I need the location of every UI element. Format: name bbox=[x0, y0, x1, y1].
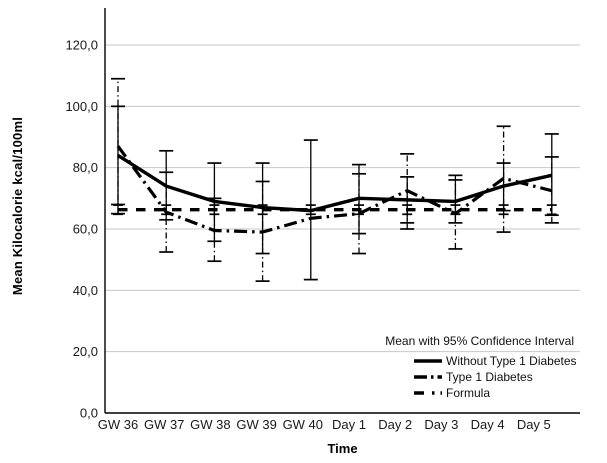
x-tick-label: Day 5 bbox=[517, 417, 551, 432]
x-tick-label: Day 2 bbox=[378, 417, 412, 432]
y-tick-label: 60,0 bbox=[73, 222, 98, 237]
x-tick-label: Day 1 bbox=[332, 417, 366, 432]
legend-item-type1-diabetes: Type 1 Diabetes bbox=[378, 369, 574, 385]
x-tick-label: GW 40 bbox=[283, 417, 323, 432]
legend-label: Type 1 Diabetes bbox=[446, 370, 533, 384]
series-line-type-1-diabetes bbox=[116, 145, 553, 234]
series-line-without-type-1-diabetes bbox=[117, 153, 553, 213]
y-tick-label: 80,0 bbox=[73, 160, 98, 175]
x-tick-label: Day 4 bbox=[471, 417, 505, 432]
x-tick-label: GW 38 bbox=[190, 417, 230, 432]
y-tick-label: 120,0 bbox=[65, 38, 98, 53]
dashed-line-sample-icon bbox=[414, 391, 442, 395]
y-tick-label: 40,0 bbox=[73, 283, 98, 298]
x-axis-title: Time bbox=[327, 441, 358, 456]
y-axis-title: Mean Kilocalorie kcal/100ml bbox=[10, 116, 25, 296]
y-tick-label: 0,0 bbox=[80, 406, 98, 421]
legend-label: Without Type 1 Diabetes bbox=[446, 354, 577, 368]
x-tick-label: GW 37 bbox=[144, 417, 184, 432]
solid-line-sample-icon bbox=[414, 359, 442, 363]
x-tick-label: Day 3 bbox=[424, 417, 458, 432]
legend-item-without-type1-diabetes: Without Type 1 Diabetes bbox=[378, 353, 577, 369]
y-tick-label: 100,0 bbox=[65, 99, 98, 114]
legend-title: Mean with 95% Confidence Interval bbox=[385, 334, 574, 348]
legend: Mean with 95% Confidence Interval Withou… bbox=[378, 334, 577, 401]
dash-dot-line-sample-icon bbox=[414, 375, 442, 379]
legend-label: Formula bbox=[446, 386, 491, 400]
y-tick-label: 20,0 bbox=[73, 344, 98, 359]
x-tick-label: GW 39 bbox=[236, 417, 276, 432]
x-tick-label: GW 36 bbox=[98, 417, 138, 432]
legend-item-formula: Formula bbox=[378, 385, 574, 401]
